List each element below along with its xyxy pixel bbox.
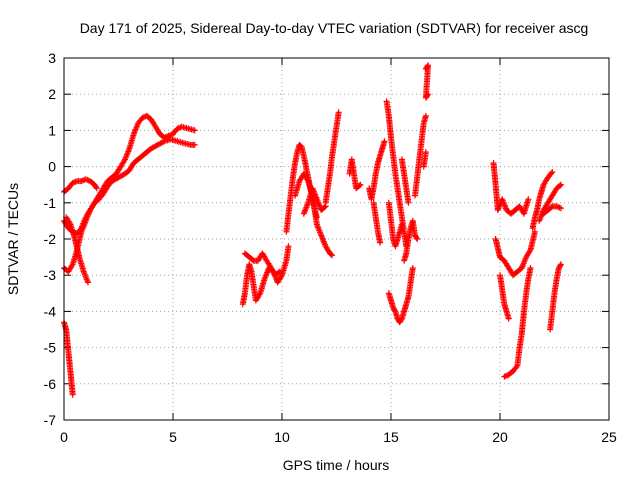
data-point	[329, 252, 336, 259]
x-tick-label: 15	[383, 429, 399, 445]
data-point	[424, 92, 431, 99]
data-point	[85, 279, 91, 286]
data-point	[276, 268, 283, 275]
data-point	[357, 181, 364, 188]
y-tick-label: -4	[44, 303, 57, 319]
data-point	[557, 182, 563, 189]
data-point	[409, 265, 416, 271]
data-point	[558, 181, 564, 188]
data-point	[335, 109, 342, 116]
data-point	[527, 265, 534, 271]
y-tick-label: 2	[48, 86, 56, 102]
y-tick-label: -5	[44, 340, 57, 356]
y-tick-label: 3	[48, 50, 56, 66]
data-point	[275, 269, 282, 276]
data-point	[191, 127, 198, 134]
data-points	[61, 62, 564, 398]
data-point	[377, 239, 384, 246]
data-point	[505, 315, 512, 322]
data-point	[422, 149, 429, 156]
data-point	[558, 205, 564, 212]
chart-title: Day 171 of 2025, Sidereal Day-to-day VTE…	[80, 20, 589, 36]
x-tick-label: 10	[274, 429, 290, 445]
data-point	[549, 169, 556, 175]
x-tick-label: 25	[601, 429, 617, 445]
y-axis-label: SDTVAR / TECUs	[5, 183, 21, 295]
data-point	[93, 184, 99, 191]
data-point	[531, 228, 538, 235]
y-tick-label: -2	[44, 231, 57, 247]
data-point	[525, 196, 532, 203]
y-tick-label: 1	[48, 122, 56, 138]
data-point	[285, 243, 292, 250]
data-point	[93, 185, 100, 192]
data-point	[414, 236, 421, 242]
y-tick-label: -3	[44, 267, 57, 283]
data-point	[398, 221, 405, 228]
data-point	[381, 138, 388, 145]
x-tick-label: 0	[60, 429, 68, 445]
data-point	[413, 234, 420, 241]
data-point	[558, 261, 564, 268]
data-point	[160, 139, 166, 145]
y-tick-label: -1	[44, 195, 57, 211]
y-tick-label: -7	[44, 412, 57, 428]
data-point	[425, 91, 432, 98]
data-point	[321, 204, 328, 211]
data-point	[328, 251, 335, 258]
y-tick-label: 0	[48, 159, 56, 175]
data-point	[69, 391, 76, 398]
data-point	[557, 262, 564, 269]
plot-frame	[63, 57, 610, 421]
data-point	[405, 199, 412, 206]
data-point	[356, 182, 363, 189]
data-point	[422, 112, 429, 119]
x-axis-label: GPS time / hours	[283, 457, 390, 473]
data-point	[191, 141, 198, 148]
x-tick-label: 5	[169, 429, 177, 445]
y-tick-label: -6	[44, 376, 57, 392]
x-tick-label: 20	[492, 429, 508, 445]
